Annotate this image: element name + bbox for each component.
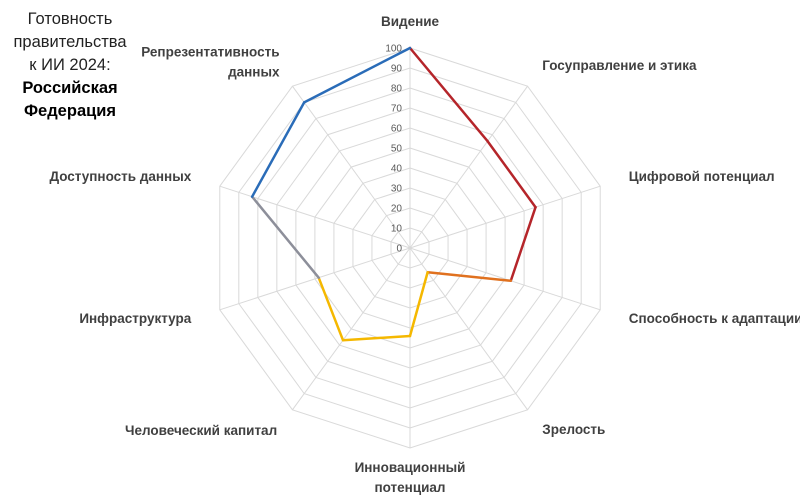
title-line-3: к ИИ 2024: bbox=[29, 56, 111, 74]
series-segment bbox=[250, 195, 320, 279]
series-segment bbox=[250, 101, 306, 198]
grid-spoke bbox=[409, 185, 601, 249]
grid-spoke bbox=[292, 85, 411, 249]
tick-label: 10 bbox=[391, 224, 403, 235]
axis-label: Человеческий капитал bbox=[125, 423, 277, 438]
axis-label: Репрезентативность bbox=[141, 44, 279, 59]
grid-spoke bbox=[292, 247, 411, 411]
radial-tick-labels: 0 10 20 30 40 50 60 70 80 90 100 bbox=[385, 44, 402, 255]
tick-label: 30 bbox=[391, 184, 403, 195]
axis-label: Инфраструктура bbox=[79, 311, 191, 326]
title-line-2: правительства bbox=[13, 33, 127, 51]
chart-title: Готовность правительства к ИИ 2024: Росс… bbox=[0, 8, 140, 123]
grid-spoke bbox=[219, 247, 411, 311]
tick-label: 60 bbox=[391, 124, 403, 135]
axis-label: Цифровой потенциал bbox=[629, 169, 775, 184]
series-segment bbox=[408, 271, 429, 338]
axis-label: Способность к адаптации bbox=[629, 311, 800, 326]
tick-label: 50 bbox=[391, 144, 403, 155]
tick-label: 0 bbox=[396, 244, 402, 255]
axis-label: Госуправление и этика bbox=[542, 58, 697, 73]
tick-label: 20 bbox=[391, 204, 403, 215]
tick-label: 70 bbox=[391, 104, 403, 115]
series-segment bbox=[426, 271, 513, 283]
tick-label: 80 bbox=[391, 84, 403, 95]
grid-spoke bbox=[409, 247, 528, 411]
series-segment bbox=[509, 205, 537, 283]
axis-label: данных bbox=[228, 64, 280, 79]
tick-label: 40 bbox=[391, 164, 403, 175]
axis-label: потенциал bbox=[374, 480, 445, 495]
series-segment bbox=[302, 46, 412, 104]
axis-label: Доступность данных bbox=[49, 169, 191, 184]
tick-label: 90 bbox=[391, 64, 403, 75]
series-segment bbox=[317, 276, 345, 342]
title-country-line-1: Российская bbox=[22, 79, 118, 97]
radar-series bbox=[250, 46, 537, 342]
title-country-line-2: Федерация bbox=[23, 102, 117, 120]
grid-spoke bbox=[409, 247, 601, 311]
series-segment bbox=[486, 139, 537, 209]
tick-label: 100 bbox=[385, 44, 402, 55]
radar-grid bbox=[219, 47, 601, 449]
series-segment bbox=[341, 334, 412, 342]
series-segment bbox=[408, 46, 489, 143]
grid-spoke bbox=[409, 85, 528, 249]
axis-label: Видение bbox=[381, 14, 440, 29]
axis-label: Инновационный bbox=[355, 460, 466, 475]
axis-labels: Видение Госуправление и этика Цифровой пот… bbox=[49, 14, 800, 495]
axis-label: Зрелость bbox=[542, 422, 605, 437]
title-line-1: Готовность bbox=[27, 10, 113, 28]
